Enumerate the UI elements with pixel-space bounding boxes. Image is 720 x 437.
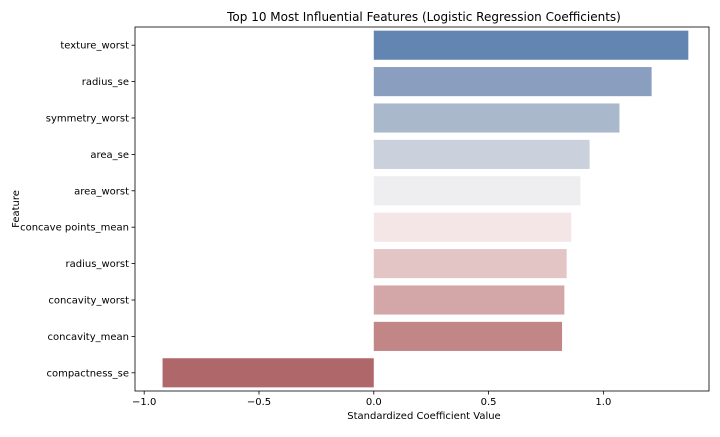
bar-concavity-mean	[373, 321, 563, 351]
x-tick-label: 1.0	[595, 397, 611, 408]
x-axis: −1.0 −0.5 0.0 0.5 1.0	[132, 391, 611, 408]
y-axis: texture_worst radius_se symmetry_worstarea…	[20, 41, 135, 379]
x-tick-label: 0.5	[481, 397, 497, 408]
y-axis-label: Feature	[11, 190, 22, 228]
x-tick-label: −1.0	[132, 397, 156, 408]
bar-concave-points-mean	[373, 212, 572, 242]
bar-area-worst	[373, 176, 581, 206]
bar-radius-se	[373, 67, 652, 97]
y-tick-label-area-se: area_se	[90, 150, 129, 161]
x-tick-label: −0.5	[247, 397, 271, 408]
bar-area-se	[373, 139, 590, 169]
y-tick-label-texture-worst: texture_worst	[60, 41, 129, 52]
bar-radius-worst	[373, 249, 567, 279]
y-tick-label-concavity-worst: concavity_worst	[48, 296, 129, 307]
y-tick-label-concavity-mean: concavity_mean	[48, 332, 129, 343]
plot-area-frame	[134, 26, 710, 392]
bars-group	[162, 30, 689, 388]
chart-title: Top 10 Most Influential Features (Logist…	[226, 10, 621, 24]
y-tick-label-area-worst: area_worst	[74, 186, 129, 197]
bar-texture-worst	[373, 30, 689, 60]
bar-symmetry-worst	[373, 103, 620, 133]
x-axis-label: Standardized Coefficient Value	[347, 411, 500, 422]
x-tick-label: 0.0	[366, 397, 382, 408]
bar-concavity-worst	[373, 285, 565, 315]
y-tick-label-radius-worst: radius_worst	[66, 259, 130, 270]
bar-compactness-se	[162, 358, 374, 388]
y-tick-label-radius-se: radius_se	[82, 77, 129, 88]
y-tick-label-symmetry-worst: symmetry_worst	[46, 114, 129, 125]
y-tick-label-compactness-se: compactness_se	[46, 368, 129, 379]
y-tick-label-concave-points-mean: concave points_mean	[20, 223, 129, 234]
